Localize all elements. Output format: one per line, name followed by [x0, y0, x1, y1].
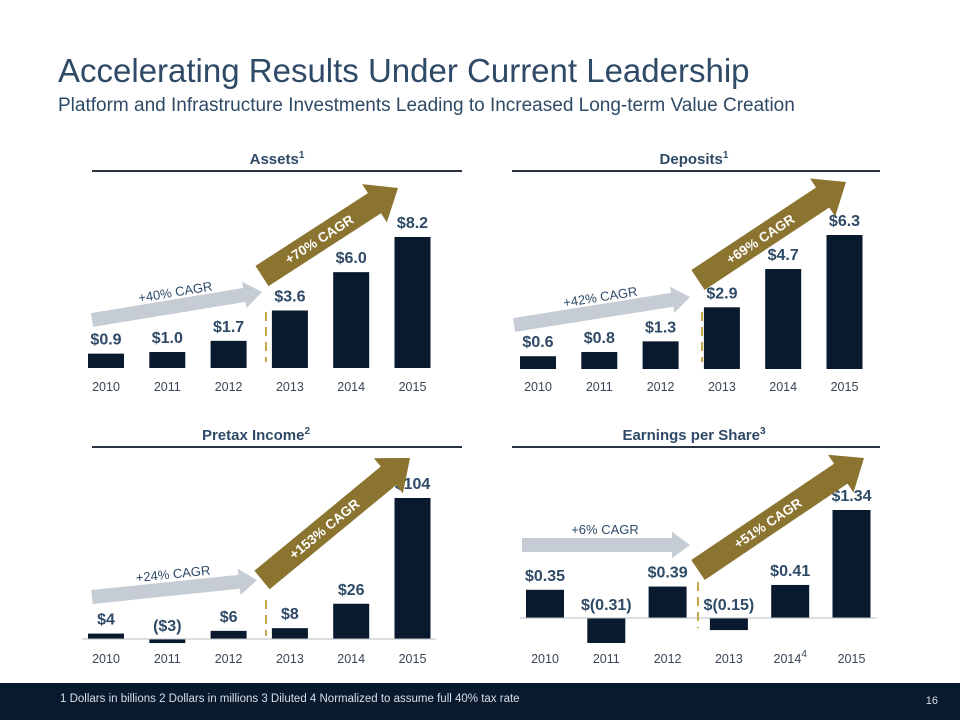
bar-value-label: $0.9: [90, 332, 121, 349]
x-tick-label: 2013: [715, 652, 743, 666]
bar-value-label: $6.3: [829, 213, 860, 230]
bar-value-label: $0.41: [770, 563, 810, 580]
cagr-arrow-recent: [255, 184, 398, 287]
bar-value-label: $1.3: [645, 319, 676, 336]
bar: [581, 351, 618, 369]
bar: [88, 633, 124, 639]
cagr-arrow-early: [91, 568, 257, 604]
cagr-label-early: +6% CAGR: [571, 522, 639, 537]
x-tick-label: 2014: [337, 652, 365, 666]
bar-value-label: $6.0: [336, 250, 367, 267]
bar: [709, 618, 748, 631]
bar-value-label: $0.39: [648, 565, 688, 582]
footnote: 1 Dollars in billions 2 Dollars in milli…: [60, 693, 520, 705]
x-tick-label: 2015: [399, 380, 427, 394]
bar: [832, 510, 871, 618]
cagr-arrow-early: [522, 531, 690, 559]
bar: [271, 628, 308, 639]
bar: [333, 603, 370, 639]
bar-value-label: $8: [281, 606, 299, 623]
bar-value-label: $6: [220, 609, 238, 626]
bar: [587, 618, 626, 643]
bar-value-label: $0.35: [525, 568, 565, 585]
footer-bar: 1 Dollars in billions 2 Dollars in milli…: [0, 683, 960, 720]
x-tick-label: 2015: [838, 652, 866, 666]
x-tick-label: 2015: [831, 380, 859, 394]
x-tick-label: 2011: [154, 652, 181, 666]
bar: [149, 639, 186, 644]
chart-title: Pretax Income2: [202, 426, 311, 444]
page-number: 16: [925, 695, 938, 707]
bar-value-label: $1.34: [831, 488, 871, 505]
bar: [526, 589, 564, 618]
cagr-arrow-recent: [691, 178, 846, 291]
x-tick-label: 2014: [337, 380, 365, 394]
x-tick-label: 2010: [92, 652, 120, 666]
x-tick-label: 2012: [215, 380, 243, 394]
bar: [88, 353, 124, 368]
bar-value-label: $1.7: [213, 319, 244, 336]
bar: [149, 352, 186, 368]
x-tick-label: 2013: [276, 380, 304, 394]
bar-value-label: $(0.15): [704, 597, 755, 614]
x-tick-label: 2011: [586, 380, 613, 394]
x-tick-label: 2010: [531, 652, 559, 666]
cagr-arrow-early: [512, 286, 690, 332]
x-tick-label: 2013: [708, 380, 736, 394]
x-tick-label: 2011: [154, 380, 181, 394]
x-tick-label: 2012: [654, 652, 682, 666]
bar-value-label: $2.9: [706, 285, 737, 302]
bar-value-label: $4: [97, 612, 115, 629]
chart-title: Assets1: [250, 150, 305, 168]
bar-value-label: $0.6: [522, 334, 553, 351]
bar-value-label: $(0.31): [581, 597, 632, 614]
x-tick-label: 2014: [769, 380, 797, 394]
x-tick-label: 2012: [215, 652, 243, 666]
chart-title: Earnings per Share3: [622, 426, 766, 444]
bar: [394, 498, 431, 639]
bar: [210, 630, 247, 639]
cagr-arrow-early: [90, 281, 262, 327]
cagr-arrow-recent: [691, 454, 864, 580]
bar-value-label: $1.0: [152, 330, 183, 347]
bar: [703, 307, 740, 369]
bar: [394, 237, 431, 368]
x-tick-label: 2013: [276, 652, 304, 666]
x-tick-label: 2015: [399, 652, 427, 666]
bar-value-label: $3.6: [274, 288, 305, 305]
bar: [210, 340, 247, 368]
x-tick-label: 2010: [524, 380, 552, 394]
page-subtitle: Platform and Infrastructure Investments …: [58, 95, 795, 116]
bar: [333, 272, 370, 368]
bar: [271, 310, 308, 368]
bar-value-label: $26: [338, 582, 365, 599]
bar-value-label: $0.8: [584, 330, 615, 347]
x-tick-label: 2011: [593, 652, 620, 666]
chart-title: Deposits1: [660, 150, 729, 168]
bar: [648, 586, 687, 618]
bar: [520, 356, 556, 369]
bar: [771, 584, 810, 618]
bar: [642, 341, 679, 369]
cagr-label-recent: +51% CAGR: [731, 495, 805, 551]
bar-value-label: $4.7: [768, 247, 799, 264]
bar: [765, 269, 802, 369]
bar-value-label: $8.2: [397, 215, 428, 232]
bar: [826, 235, 863, 369]
x-tick-label: 2012: [647, 380, 675, 394]
x-tick-label: 20144: [774, 649, 808, 666]
cagr-arrow-recent: [254, 458, 410, 590]
x-tick-label: 2010: [92, 380, 120, 394]
page-title: Accelerating Results Under Current Leade…: [58, 52, 750, 89]
bar-value-label: ($3): [153, 618, 181, 635]
